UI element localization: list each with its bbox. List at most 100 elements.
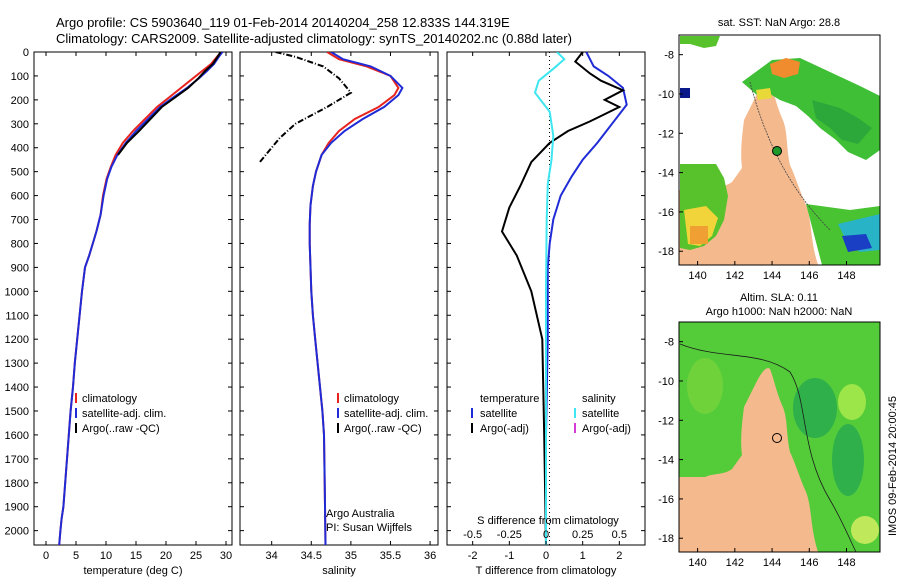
map-x-tick-label: 140: [688, 270, 706, 282]
sla-patch: [687, 358, 723, 414]
legend-heading-temperature: temperature: [480, 393, 539, 405]
depth-tick-label: 500: [11, 167, 29, 179]
legend-label-t-satellite: satellite: [480, 408, 517, 420]
salinity-xlabel: salinity: [322, 565, 356, 577]
legend-label-s-argo: Argo(-adj): [582, 423, 631, 435]
depth-tick-label: 0: [23, 47, 29, 59]
sst-patch-strait-warm: [756, 88, 772, 100]
map-x-tick-label: 148: [837, 557, 855, 569]
x-tick-label: 10: [100, 550, 112, 562]
x-tick-label: 36: [424, 550, 436, 562]
x-tick-label: 34: [266, 550, 278, 562]
sst-contour: [749, 81, 831, 231]
temperature-axes: [33, 51, 233, 546]
sst-patch-north: [680, 36, 720, 48]
map-x-tick-label: 140: [688, 557, 706, 569]
map-y-tick-label: -10: [658, 376, 674, 388]
depth-tick-label: 1500: [5, 406, 29, 418]
sst-map-frame: [678, 34, 881, 266]
s-difference-xticks: -0.5 -0.25 0 0.25 0.5: [463, 529, 627, 541]
s-tick-label: -0.25: [497, 529, 522, 541]
depth-tick-label: 1000: [5, 286, 29, 298]
map-y-tick-label: -16: [658, 207, 674, 219]
map-y-tick-label: -10: [658, 89, 674, 101]
legend-label-satellite: satellite-adj. clim.: [344, 408, 428, 420]
sst-map-yticks: -8 -10 -12 -14 -16 -18: [658, 50, 683, 258]
depth-tick-label: 100: [11, 71, 29, 83]
map-x-tick-label: 148: [837, 270, 855, 282]
sla-map-frame: [678, 321, 881, 553]
x-tick-label: 1: [580, 550, 586, 562]
map-x-tick-label: 146: [800, 270, 818, 282]
legend-label-climatology: climatology: [82, 393, 138, 405]
series-line-0: [308, 52, 400, 545]
x-tick-label: 34.5: [301, 550, 322, 562]
salinity-plot: [259, 52, 404, 545]
x-tick-label: 25: [190, 550, 202, 562]
depth-tick-label: 1700: [5, 454, 29, 466]
sla-map-title: Altim. SLA: 0.11: [740, 292, 818, 304]
temperature-xlabel: temperature (deg C): [83, 565, 182, 577]
sla-map-subtitle: Argo h1000: NaN h2000: NaN: [706, 306, 853, 318]
sla-patch-light: [838, 384, 866, 420]
sst-patch-strait-dark: [812, 100, 872, 144]
sst-patch-gulf-hot: [690, 226, 708, 244]
sla-patch: [793, 378, 837, 438]
sla-ocean: [679, 322, 880, 552]
sla-argo-marker: [772, 433, 782, 443]
series-line-0: [545, 52, 628, 545]
depth-tick-label: 700: [11, 215, 29, 227]
series-line-1: [308, 52, 404, 545]
x-tick-label: 15: [130, 550, 142, 562]
difference-legend: temperature satellite Argo(-adj) salinit…: [471, 393, 631, 435]
x-tick-label: 35: [345, 550, 357, 562]
sst-patch-south-blue: [842, 234, 872, 252]
depth-tick-label: 600: [11, 191, 29, 203]
legend-label-argo: Argo(..raw -QC): [82, 423, 160, 435]
difference-plot: [500, 52, 628, 545]
series-line-1: [58, 52, 224, 545]
depth-tick-label: 200: [11, 95, 29, 107]
x-tick-label: 35.5: [380, 550, 401, 562]
sst-map-xticks: 140 142 144 146 148: [688, 261, 856, 282]
depth-tick-label: 800: [11, 238, 29, 250]
temperature-xticks: 0 5 10 15 20 25 30: [43, 52, 232, 562]
series-line-2: [533, 52, 566, 545]
series-line-2: [259, 52, 353, 163]
depth-tick-label: 900: [11, 262, 29, 274]
sst-argo-marker: [772, 146, 782, 156]
sla-map: [679, 322, 880, 552]
map-y-tick-label: -18: [658, 246, 674, 258]
sst-patch-strait-hot: [770, 58, 800, 78]
depth-tick-label: 1900: [5, 502, 29, 514]
sla-contour: [679, 343, 857, 552]
legend-heading-salinity: salinity: [582, 393, 616, 405]
sla-patch-light: [851, 516, 879, 544]
map-x-tick-label: 146: [800, 557, 818, 569]
map-y-tick-label: -12: [658, 415, 674, 427]
x-tick-label: 0: [43, 550, 49, 562]
map-y-tick-label: -8: [664, 337, 674, 349]
temperature-plot: [58, 52, 224, 545]
x-tick-label: 5: [73, 550, 79, 562]
title-line1: Argo profile: CS 5903640_119 01-Feb-2014…: [56, 15, 510, 30]
s-tick-label: 0.5: [612, 529, 627, 541]
depth-axis: 0 100 200 300 400 500 600 700 800 900 1000 1100 1200…: [5, 47, 645, 538]
x-tick-label: -1: [504, 550, 514, 562]
sla-map-yticks: -8 -10 -12 -14 -16 -18: [658, 337, 683, 545]
map-y-tick-label: -18: [658, 533, 674, 545]
salinity-axes: [239, 51, 439, 546]
difference-xticks: -2 -1 0 1 2: [468, 52, 622, 562]
s-tick-label: -0.5: [463, 529, 482, 541]
sst-map: [679, 35, 880, 265]
s-tick-label: 0: [543, 529, 549, 541]
sst-map-title: sat. SST: NaN Argo: 28.8: [718, 17, 840, 29]
map-x-tick-label: 142: [726, 270, 744, 282]
x-tick-label: 0: [543, 550, 549, 562]
legend-label-climatology: climatology: [344, 393, 400, 405]
salinity-legend: climatology satellite-adj. clim. Argo(..…: [326, 393, 428, 534]
annotation-org: Argo Australia: [326, 508, 395, 520]
map-x-tick-label: 144: [763, 557, 781, 569]
sla-patch: [832, 424, 864, 496]
